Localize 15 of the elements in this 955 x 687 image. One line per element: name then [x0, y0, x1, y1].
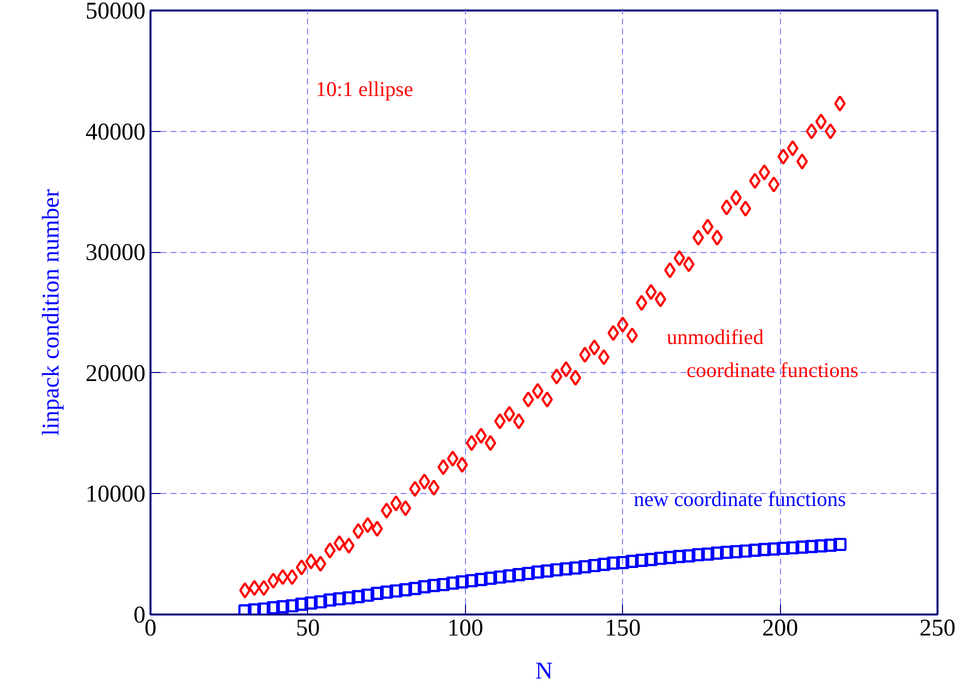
x-tick-label: 100 [447, 616, 484, 642]
y-tick-label: 40000 [86, 119, 146, 146]
x-tick-label: 50 [296, 616, 320, 642]
x-tick-label: 250 [920, 616, 955, 642]
y-tick-label: 50000 [86, 0, 146, 24]
x-tick-label: 150 [604, 616, 641, 642]
series-label: new coordinate functions [634, 487, 846, 512]
y-tick-label: 10000 [86, 482, 146, 508]
x-axis-title: N [535, 658, 553, 684]
y-tick-label: 20000 [86, 360, 146, 387]
x-tick-label: 200 [762, 616, 798, 642]
y-tick-label: 30000 [86, 240, 146, 266]
annotation: 10:1 ellipse [316, 77, 414, 102]
y-axis-title: linpack condition number [38, 189, 64, 436]
series-label: unmodified coordinate functions [666, 324, 858, 382]
